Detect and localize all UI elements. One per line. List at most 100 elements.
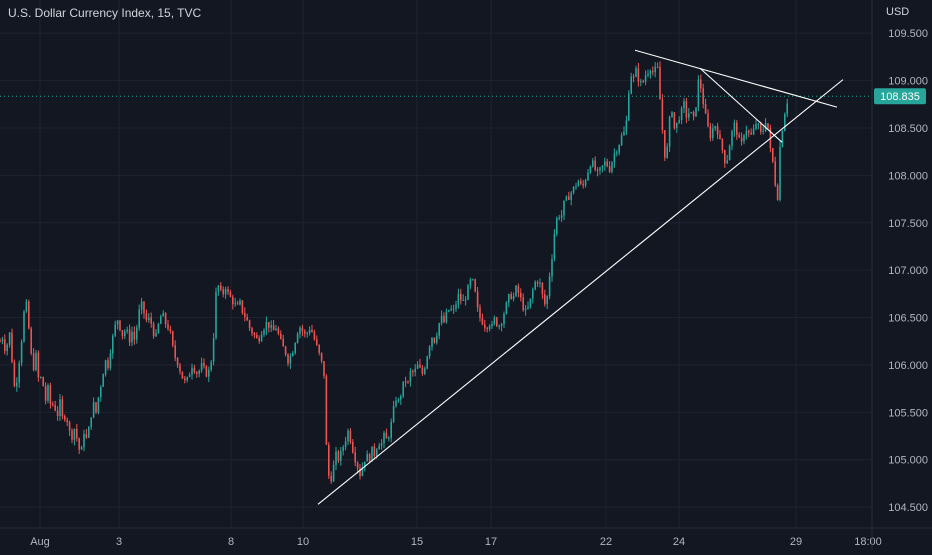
x-tick-label: Aug xyxy=(30,536,50,548)
candle-body xyxy=(700,79,702,89)
candle-body xyxy=(325,376,328,445)
candle-body xyxy=(193,367,196,373)
candle-body xyxy=(558,217,560,219)
candle-body xyxy=(500,324,503,326)
candle-body xyxy=(368,454,371,462)
candle-body xyxy=(704,104,707,114)
candle-body xyxy=(678,120,680,123)
candle-body xyxy=(784,114,786,131)
candle-body xyxy=(529,298,532,307)
candle-body xyxy=(289,356,292,364)
candle-body xyxy=(181,371,184,379)
candle-body xyxy=(107,360,109,368)
y-tick-label: 107.000 xyxy=(888,265,928,277)
candle-body xyxy=(277,328,280,334)
candle-body xyxy=(366,454,368,462)
candle-body xyxy=(40,377,42,379)
candle-body xyxy=(378,445,380,450)
candle-body xyxy=(606,161,608,167)
candle-body xyxy=(313,332,316,340)
candle-body xyxy=(721,139,724,151)
candle-body xyxy=(712,128,714,139)
candle-body xyxy=(102,374,104,387)
candle-body xyxy=(18,363,20,383)
candle-body xyxy=(241,300,244,313)
candle-body xyxy=(400,396,402,400)
candle-body xyxy=(683,101,685,109)
candle-body xyxy=(196,372,198,374)
candle-body xyxy=(83,433,85,448)
candle-body xyxy=(690,112,692,114)
candle-body xyxy=(666,146,668,158)
candle-body xyxy=(563,200,565,216)
candle-body xyxy=(114,324,116,336)
candle-body xyxy=(54,405,56,411)
candle-body xyxy=(162,313,164,317)
candle-body xyxy=(227,289,229,293)
candle-body xyxy=(743,135,745,142)
candle-body xyxy=(414,368,416,373)
candle-body xyxy=(462,299,464,301)
candle-body xyxy=(80,447,83,450)
candle-body xyxy=(443,315,445,323)
candle-body xyxy=(52,403,54,406)
x-tick-label: 22 xyxy=(600,536,612,548)
candle-body xyxy=(92,402,95,418)
candle-body xyxy=(740,137,743,142)
candle-body xyxy=(220,285,222,290)
candle-body xyxy=(781,130,784,147)
candle-body xyxy=(757,123,760,125)
candle-body xyxy=(697,79,700,108)
candle-body xyxy=(692,112,695,117)
candle-body xyxy=(508,294,510,303)
candle-body xyxy=(232,296,234,305)
candle-body xyxy=(604,161,606,166)
candle-body xyxy=(71,430,73,440)
candle-body xyxy=(455,304,457,309)
candle-body xyxy=(37,352,40,378)
candle-body xyxy=(20,341,23,364)
candle-body xyxy=(676,122,678,128)
candle-body xyxy=(424,368,426,374)
candle-body xyxy=(762,130,764,132)
candle-body xyxy=(169,329,172,332)
candle-body xyxy=(515,285,517,297)
candle-body xyxy=(695,107,697,117)
candle-body xyxy=(280,333,282,339)
candle-body xyxy=(568,196,570,200)
candle-body xyxy=(616,152,618,154)
candle-body xyxy=(412,370,414,373)
candle-body xyxy=(402,381,404,397)
candle-body xyxy=(428,346,431,357)
y-tick-label: 104.500 xyxy=(888,502,928,514)
chart-title: U.S. Dollar Currency Index, 15, TVC xyxy=(8,6,202,20)
candle-body xyxy=(320,352,323,362)
candle-body xyxy=(460,293,462,301)
candle-body xyxy=(438,323,440,336)
x-tick-label: 24 xyxy=(673,536,685,548)
candle-body xyxy=(584,180,587,186)
candle-body xyxy=(8,332,11,345)
candle-body xyxy=(644,75,647,82)
candle-body xyxy=(779,146,781,200)
candle-body xyxy=(217,285,220,292)
y-tick-label: 108.500 xyxy=(888,123,928,135)
candle-body xyxy=(419,364,421,368)
candle-body xyxy=(112,335,114,354)
candle-body xyxy=(263,330,265,335)
candle-body xyxy=(464,299,467,301)
candle-body xyxy=(73,428,76,440)
candle-body xyxy=(344,441,347,448)
candle-body xyxy=(311,329,313,333)
candle-body xyxy=(647,73,649,76)
candle-body xyxy=(589,166,592,173)
y-tick-label: 109.500 xyxy=(888,28,928,40)
candle-body xyxy=(520,292,522,298)
candle-body xyxy=(755,124,757,129)
candle-body xyxy=(522,297,524,311)
candle-body xyxy=(160,316,162,324)
last-price-badge xyxy=(874,88,926,105)
candle-body xyxy=(608,166,611,172)
